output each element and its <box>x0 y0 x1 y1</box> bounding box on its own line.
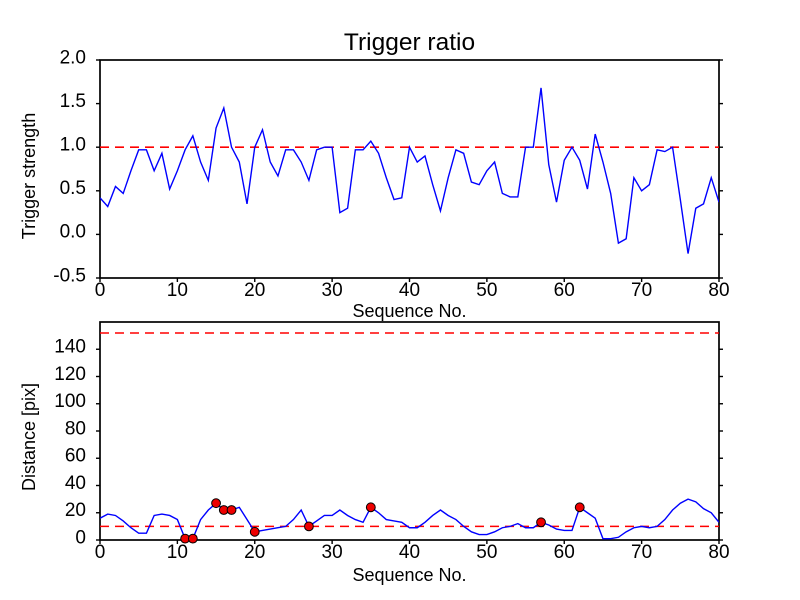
svg-text:Sequence No.: Sequence No. <box>352 301 466 321</box>
svg-text:60: 60 <box>554 542 575 563</box>
svg-text:0: 0 <box>95 280 106 301</box>
svg-text:40: 40 <box>65 473 86 494</box>
svg-text:1.0: 1.0 <box>60 134 86 155</box>
svg-text:2.0: 2.0 <box>60 47 86 68</box>
svg-text:140: 140 <box>54 337 86 358</box>
svg-text:70: 70 <box>631 280 652 301</box>
svg-text:40: 40 <box>399 542 420 563</box>
svg-text:70: 70 <box>631 542 652 563</box>
svg-text:100: 100 <box>54 391 86 412</box>
svg-text:80: 80 <box>708 280 729 301</box>
svg-text:120: 120 <box>54 364 86 385</box>
svg-text:20: 20 <box>244 542 265 563</box>
svg-text:20: 20 <box>244 280 265 301</box>
svg-text:Trigger ratio: Trigger ratio <box>344 29 475 56</box>
svg-text:0.5: 0.5 <box>60 178 86 199</box>
svg-text:Sequence No.: Sequence No. <box>352 565 466 585</box>
svg-text:10: 10 <box>167 542 188 563</box>
svg-text:30: 30 <box>322 542 343 563</box>
svg-text:1.5: 1.5 <box>60 91 86 112</box>
svg-text:10: 10 <box>167 280 188 301</box>
svg-text:20: 20 <box>65 500 86 521</box>
svg-text:50: 50 <box>476 280 497 301</box>
svg-text:40: 40 <box>399 280 420 301</box>
svg-text:0: 0 <box>95 542 106 563</box>
svg-text:Distance [pix]: Distance [pix] <box>19 383 39 491</box>
svg-text:60: 60 <box>65 446 86 467</box>
svg-text:60: 60 <box>554 280 575 301</box>
svg-text:0: 0 <box>75 527 86 548</box>
svg-text:-0.5: -0.5 <box>53 265 86 286</box>
svg-text:80: 80 <box>708 542 729 563</box>
svg-text:80: 80 <box>65 418 86 439</box>
svg-text:30: 30 <box>322 280 343 301</box>
svg-text:50: 50 <box>476 542 497 563</box>
svg-text:Trigger strength: Trigger strength <box>19 113 39 239</box>
svg-text:0.0: 0.0 <box>60 222 86 243</box>
